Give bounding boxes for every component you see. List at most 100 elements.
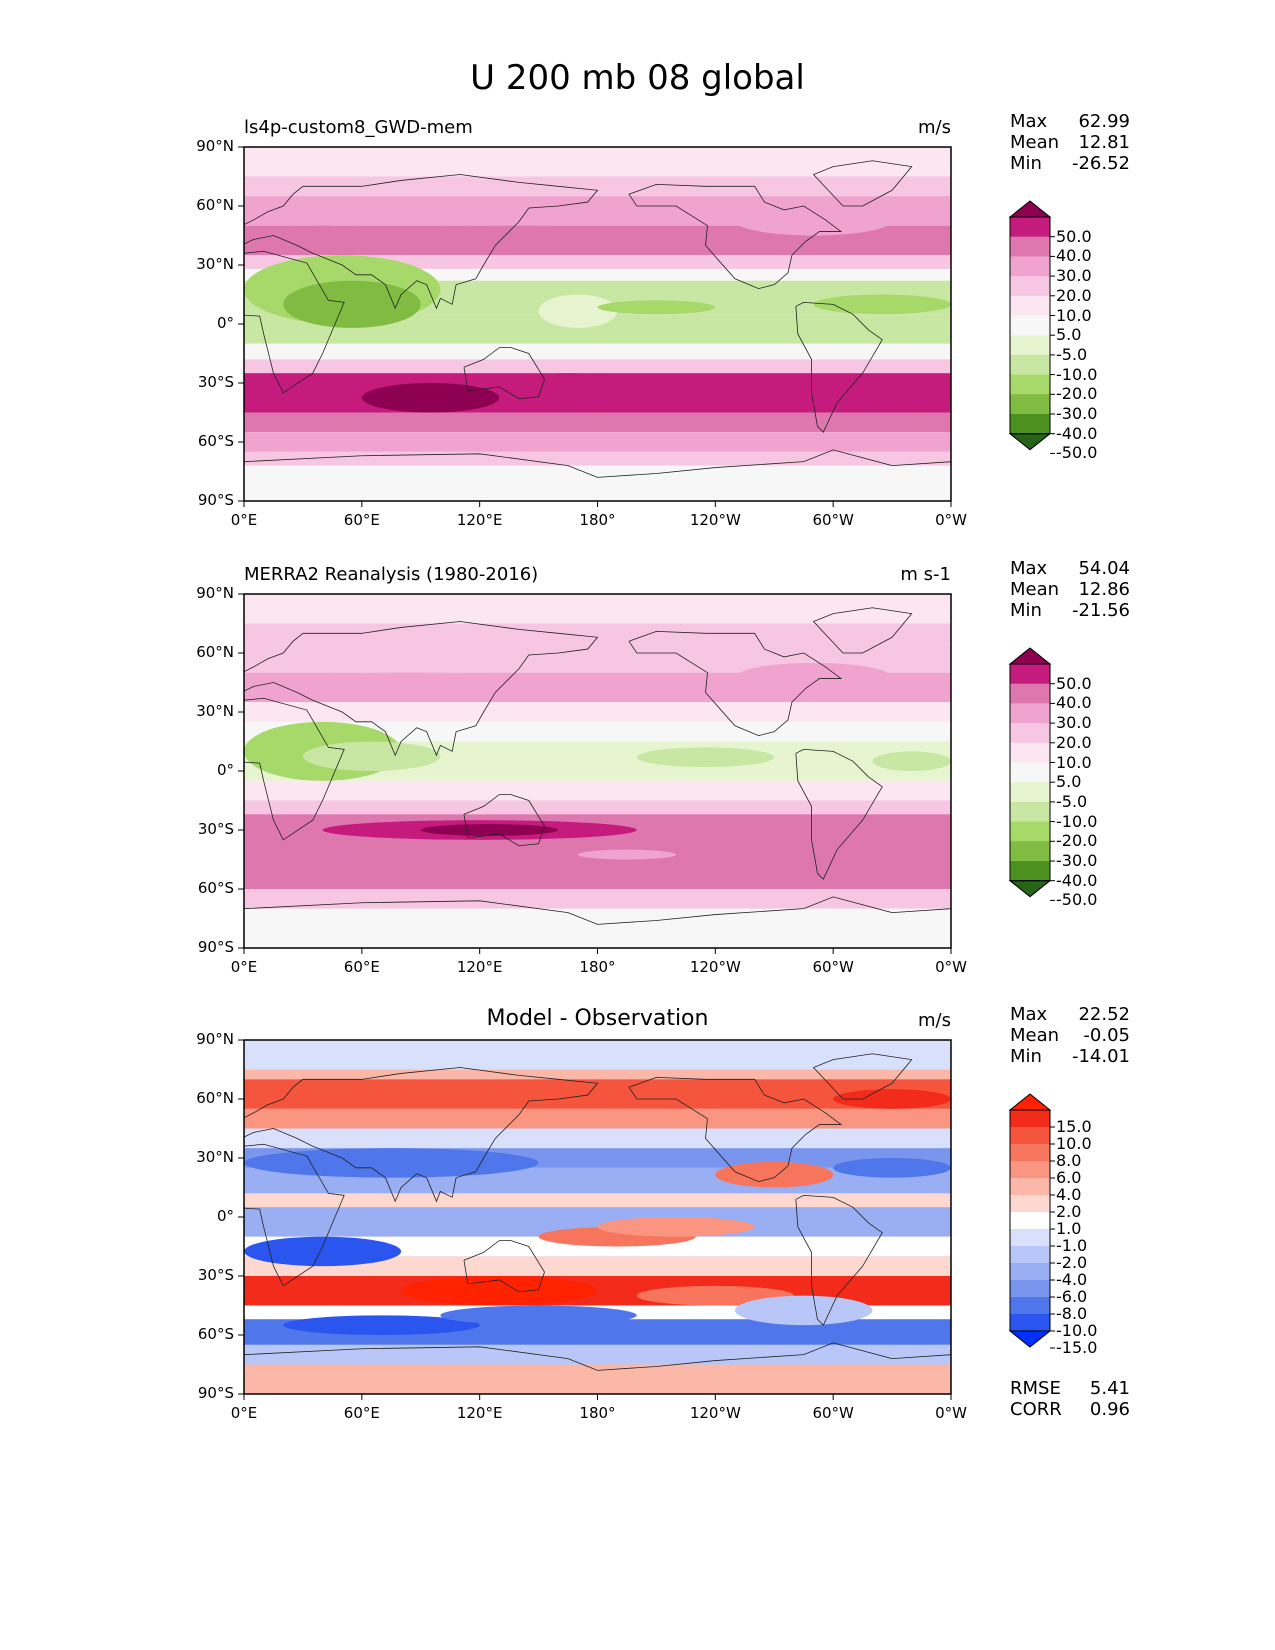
y-tick-label: 60°S	[197, 879, 234, 897]
field-band	[244, 1193, 951, 1208]
colorbar-bin	[1010, 1229, 1050, 1247]
coastline	[244, 250, 345, 394]
x-tick-label: 0°E	[230, 1404, 258, 1422]
colorbar-bin	[1010, 1280, 1050, 1298]
colorbar-bin	[1010, 1314, 1050, 1332]
colorbar-label: 10.0	[1056, 1134, 1092, 1153]
x-tick-label: 0°W	[935, 958, 967, 976]
colorbar-bin	[1010, 1212, 1050, 1230]
colorbar-label: -30.0	[1056, 851, 1098, 870]
field-contour	[401, 1276, 598, 1306]
field-band	[244, 1256, 951, 1276]
field-band	[244, 721, 951, 742]
coastline	[244, 1143, 345, 1287]
colorbar-label: -40.0	[1056, 423, 1098, 443]
y-tick-label: 30°N	[196, 1148, 234, 1166]
y-tick-label: 90°N	[196, 137, 234, 155]
colorbar-label: 10.0	[1056, 752, 1092, 772]
x-tick-label: 0°E	[230, 958, 258, 976]
x-tick-label: 120°W	[689, 511, 741, 529]
colorbar-top-extend	[1008, 647, 1052, 665]
colorbar-bin	[1010, 217, 1050, 238]
field-contour	[636, 747, 775, 768]
y-tick-label: 60°N	[196, 643, 234, 661]
colorbar-bin	[1010, 414, 1050, 435]
y-tick-label: 60°N	[196, 196, 234, 214]
x-tick-label: 60°W	[812, 958, 854, 976]
y-tick-label: 30°N	[196, 702, 234, 720]
field-band	[244, 889, 951, 909]
panel-3	[238, 1039, 1055, 1400]
colorbar-bin	[1010, 1161, 1050, 1179]
y-tick-label: 0°	[216, 314, 234, 332]
map-field	[244, 594, 951, 948]
stat-min-value: -14.01	[1071, 1046, 1130, 1067]
x-tick-label: 120°E	[456, 958, 503, 976]
y-tick-label: 60°N	[196, 1089, 234, 1107]
colorbar	[1008, 1093, 1055, 1349]
colorbar-label: -10.0	[1056, 811, 1098, 831]
colorbar-label: 30.0	[1056, 266, 1092, 286]
colorbar-bin	[1010, 1263, 1050, 1281]
stat-min-value: -21.56	[1071, 600, 1130, 621]
y-tick-label: 30°N	[196, 255, 234, 273]
colorbar-bin	[1010, 394, 1050, 415]
colorbar-bin	[1010, 236, 1050, 257]
colorbar-frame	[1009, 663, 1051, 882]
colorbar-label: -2.0	[1056, 1253, 1088, 1272]
colorbar-label: -8.0	[1056, 1304, 1088, 1323]
stat-min-label: Min	[1010, 153, 1042, 174]
colorbar-label: 8.0	[1056, 1151, 1082, 1170]
field-band	[244, 432, 951, 452]
x-tick-label: 120°W	[689, 958, 741, 976]
field-band	[244, 412, 951, 433]
colorbar-bin	[1010, 742, 1050, 763]
colorbar-label: -10.0	[1056, 364, 1098, 384]
field-band	[244, 859, 951, 889]
x-tick-label: 0°E	[230, 511, 258, 529]
field-band	[244, 800, 951, 815]
field-band	[244, 1108, 951, 1129]
colorbar-bin	[1010, 762, 1050, 783]
field-contour	[283, 1315, 480, 1335]
coastline	[244, 697, 345, 841]
coastline	[244, 621, 599, 757]
colorbar-label: 15.0	[1056, 1117, 1092, 1136]
colorbar-label: 5.0	[1056, 325, 1082, 345]
colorbar-bin	[1010, 782, 1050, 803]
stat-mean-label: Mean	[1010, 1025, 1060, 1046]
colorbar-label: 40.0	[1056, 246, 1092, 266]
coastline	[628, 1076, 843, 1183]
stat-mean-value: 12.81	[1078, 132, 1130, 153]
y-tick-label: 90°N	[196, 584, 234, 602]
colorbar-bin	[1010, 335, 1050, 356]
field-contour	[597, 300, 716, 315]
colorbar-bin	[1010, 276, 1050, 297]
stat-min-label: Min	[1010, 600, 1042, 621]
colorbar-bin	[1010, 1195, 1050, 1213]
y-tick-label: 60°S	[197, 432, 234, 450]
field-band	[244, 1069, 951, 1080]
stat-rmse-label: RMSE	[1010, 1378, 1061, 1399]
x-tick-label: 60°E	[343, 958, 380, 976]
field-band	[244, 702, 951, 722]
colorbar-label: -40.0	[1056, 870, 1098, 890]
x-tick-label: 180°	[579, 958, 616, 976]
coastline	[244, 174, 599, 310]
panel-title: ls4p-custom8_GWD-mem	[244, 117, 473, 138]
colorbar-bin	[1010, 683, 1050, 704]
colorbar-label: -4.0	[1056, 1270, 1088, 1289]
colorbar-bin	[1010, 1110, 1050, 1128]
colorbar-bin	[1010, 354, 1050, 376]
field-contour	[302, 741, 441, 771]
field-contour	[283, 280, 421, 328]
colorbar-label: 10.0	[1056, 305, 1092, 325]
coastline	[812, 1053, 913, 1100]
field-band	[244, 255, 951, 269]
colorbar-label: -1.0	[1056, 1236, 1088, 1255]
field-band	[244, 623, 951, 644]
colorbar-label: -20.0	[1056, 384, 1098, 404]
colorbar-label: -6.0	[1056, 1287, 1088, 1306]
stat-rmse-value: 5.41	[1089, 1378, 1130, 1399]
x-tick-label: 120°W	[689, 1404, 741, 1422]
